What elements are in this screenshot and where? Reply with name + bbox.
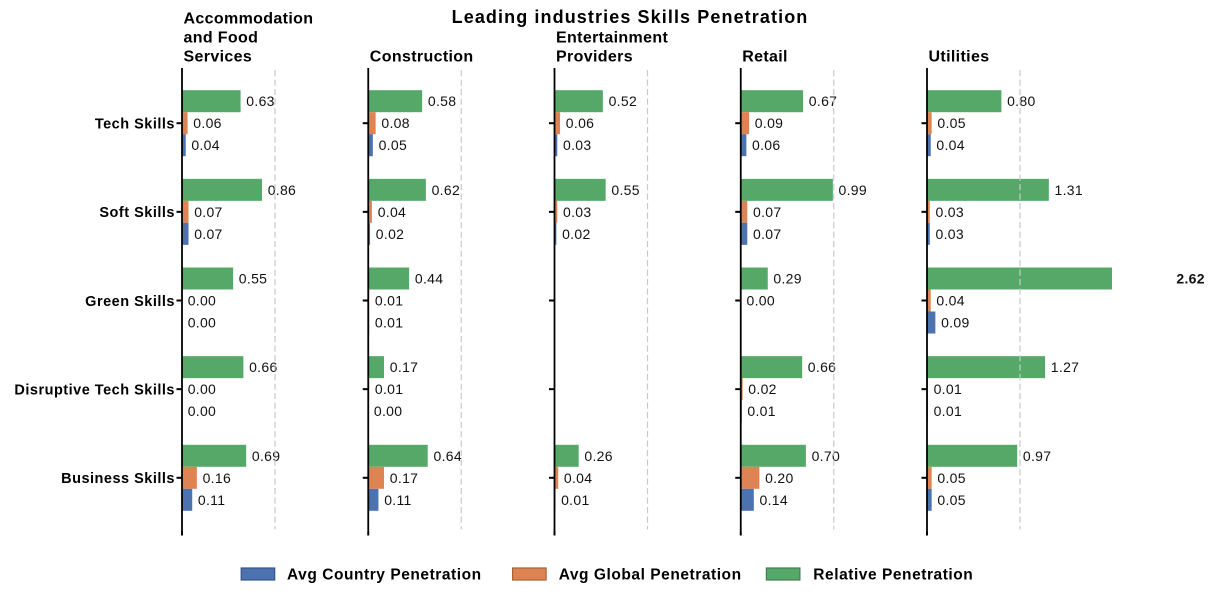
svg-text:0.02: 0.02 xyxy=(376,226,404,242)
svg-text:0.06: 0.06 xyxy=(752,137,780,153)
svg-text:0.44: 0.44 xyxy=(415,271,443,287)
svg-text:0.11: 0.11 xyxy=(384,492,411,508)
svg-text:Leading industries Skills Pene: Leading industries Skills Penetration xyxy=(452,7,809,27)
svg-text:Soft Skills: Soft Skills xyxy=(99,205,175,221)
svg-text:Relative Penetration: Relative Penetration xyxy=(813,567,973,584)
svg-text:0.26: 0.26 xyxy=(584,448,612,464)
svg-text:0.03: 0.03 xyxy=(563,204,591,220)
svg-text:0.58: 0.58 xyxy=(428,93,456,109)
svg-text:0.03: 0.03 xyxy=(936,226,964,242)
svg-text:0.69: 0.69 xyxy=(252,448,280,464)
svg-text:0.08: 0.08 xyxy=(381,115,409,131)
svg-text:2.62: 2.62 xyxy=(1176,271,1204,287)
svg-text:1.27: 1.27 xyxy=(1051,359,1079,375)
svg-text:0.55: 0.55 xyxy=(239,271,267,287)
svg-text:0.97: 0.97 xyxy=(1023,448,1051,464)
svg-text:Entertainment: Entertainment xyxy=(556,30,668,47)
svg-text:0.05: 0.05 xyxy=(937,492,965,508)
svg-text:Retail: Retail xyxy=(742,49,788,66)
svg-text:0.29: 0.29 xyxy=(773,271,801,287)
svg-text:0.70: 0.70 xyxy=(812,448,840,464)
svg-text:Disruptive Tech Skills: Disruptive Tech Skills xyxy=(14,383,175,399)
svg-text:0.11: 0.11 xyxy=(198,492,225,508)
svg-text:Accommodation: Accommodation xyxy=(184,11,314,28)
svg-text:0.04: 0.04 xyxy=(564,470,592,486)
svg-text:Tech Skills: Tech Skills xyxy=(95,117,175,133)
svg-text:0.01: 0.01 xyxy=(375,293,403,309)
svg-text:0.01: 0.01 xyxy=(747,403,775,419)
svg-text:0.07: 0.07 xyxy=(753,226,781,242)
svg-text:0.00: 0.00 xyxy=(188,381,216,397)
svg-text:0.01: 0.01 xyxy=(561,492,589,508)
svg-text:1.31: 1.31 xyxy=(1055,182,1083,198)
svg-text:0.67: 0.67 xyxy=(809,93,837,109)
svg-text:0.00: 0.00 xyxy=(188,403,216,419)
svg-text:0.99: 0.99 xyxy=(839,182,867,198)
svg-text:0.01: 0.01 xyxy=(375,381,403,397)
svg-text:0.01: 0.01 xyxy=(375,315,403,331)
svg-text:0.80: 0.80 xyxy=(1007,93,1035,109)
svg-text:0.07: 0.07 xyxy=(753,204,781,220)
svg-text:0.17: 0.17 xyxy=(390,470,418,486)
svg-text:Providers: Providers xyxy=(556,49,633,66)
svg-text:0.00: 0.00 xyxy=(747,293,775,309)
svg-text:0.63: 0.63 xyxy=(246,93,274,109)
svg-text:0.05: 0.05 xyxy=(937,115,965,131)
svg-text:0.04: 0.04 xyxy=(936,293,964,309)
svg-text:0.01: 0.01 xyxy=(934,381,962,397)
svg-text:0.00: 0.00 xyxy=(374,403,402,419)
svg-text:0.00: 0.00 xyxy=(188,293,216,309)
svg-text:0.03: 0.03 xyxy=(936,204,964,220)
svg-text:0.01: 0.01 xyxy=(934,403,962,419)
svg-text:0.04: 0.04 xyxy=(936,137,964,153)
svg-text:0.16: 0.16 xyxy=(203,470,231,486)
svg-text:0.04: 0.04 xyxy=(378,204,406,220)
svg-text:0.14: 0.14 xyxy=(760,492,788,508)
svg-text:0.03: 0.03 xyxy=(563,137,591,153)
svg-text:0.66: 0.66 xyxy=(249,359,277,375)
svg-text:0.00: 0.00 xyxy=(188,315,216,331)
svg-text:Services: Services xyxy=(184,49,253,66)
svg-text:0.17: 0.17 xyxy=(390,359,418,375)
svg-text:0.02: 0.02 xyxy=(748,381,776,397)
svg-text:0.05: 0.05 xyxy=(937,470,965,486)
svg-text:0.52: 0.52 xyxy=(609,93,637,109)
svg-text:0.09: 0.09 xyxy=(941,315,969,331)
svg-text:Construction: Construction xyxy=(370,49,474,66)
svg-text:Utilities: Utilities xyxy=(929,49,990,66)
svg-text:0.55: 0.55 xyxy=(611,182,639,198)
svg-text:0.66: 0.66 xyxy=(808,359,836,375)
svg-text:0.62: 0.62 xyxy=(432,182,460,198)
svg-text:and Food: and Food xyxy=(184,30,259,47)
svg-text:Avg Global Penetration: Avg Global Penetration xyxy=(559,567,742,584)
svg-text:0.20: 0.20 xyxy=(765,470,793,486)
svg-text:0.09: 0.09 xyxy=(755,115,783,131)
svg-text:0.86: 0.86 xyxy=(268,182,296,198)
svg-text:0.02: 0.02 xyxy=(562,226,590,242)
svg-text:0.04: 0.04 xyxy=(191,137,219,153)
svg-text:Green Skills: Green Skills xyxy=(85,294,175,310)
svg-text:Avg Country Penetration: Avg Country Penetration xyxy=(287,567,482,584)
svg-text:0.64: 0.64 xyxy=(434,448,462,464)
svg-text:0.06: 0.06 xyxy=(193,115,221,131)
svg-text:0.06: 0.06 xyxy=(566,115,594,131)
svg-text:0.07: 0.07 xyxy=(194,204,222,220)
svg-text:Business Skills: Business Skills xyxy=(61,471,175,487)
svg-text:0.05: 0.05 xyxy=(379,137,407,153)
svg-text:0.07: 0.07 xyxy=(194,226,222,242)
